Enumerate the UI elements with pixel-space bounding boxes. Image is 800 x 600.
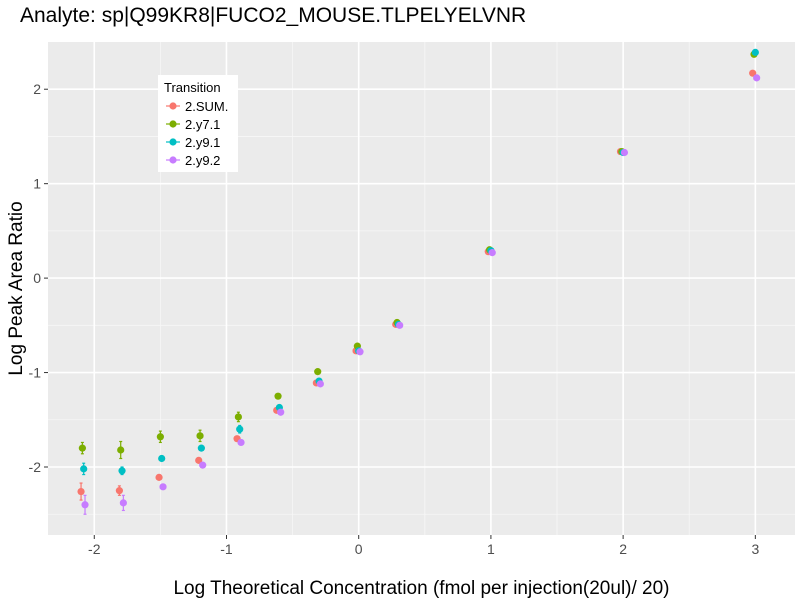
x-tick-label: -2 (88, 541, 101, 557)
data-point (234, 413, 242, 421)
y-tick-label: 0 (33, 270, 41, 286)
data-point (77, 487, 85, 496)
legend: Transition 2.SUM. 2.y7.1 2.y9.1 2.y9.2 (158, 75, 238, 172)
series-layer (77, 48, 761, 515)
data-point (156, 433, 164, 441)
data-point (195, 456, 203, 464)
data-point (356, 348, 364, 356)
data-point (119, 499, 127, 507)
data-point (274, 392, 282, 400)
data-point (115, 487, 123, 495)
chart-title: Analyte: sp|Q99KR8|FUCO2_MOUSE.TLPELYELV… (20, 4, 526, 27)
data-point (159, 483, 167, 491)
legend-key-point (169, 120, 177, 128)
x-tick-label: -1 (220, 541, 233, 557)
x-tick-label: 3 (751, 541, 759, 557)
data-point (396, 321, 404, 329)
legend-key-point (169, 138, 177, 146)
data-point (118, 467, 126, 475)
legend-entries: 2.SUM. 2.y7.1 2.y9.1 2.y9.2 (166, 99, 228, 168)
data-point (751, 48, 759, 56)
y-axis-title: Log Peak Area Ratio (6, 201, 27, 375)
data-point (81, 501, 89, 509)
legend-entry: 2.y9.2 (166, 153, 220, 168)
data-point (749, 69, 757, 77)
data-point (78, 444, 86, 452)
y-tick-label: 1 (33, 176, 41, 192)
legend-key-point (169, 102, 177, 110)
legend-label: 2.y9.2 (185, 153, 220, 168)
data-point (314, 368, 322, 376)
data-point (753, 74, 761, 82)
x-tick-label: 2 (619, 541, 627, 557)
y-tick-label: 2 (33, 81, 41, 97)
data-point (237, 438, 245, 447)
data-point (236, 425, 244, 433)
data-point (199, 461, 207, 469)
grid-minor (48, 42, 795, 535)
legend-label: 2.y9.1 (185, 135, 220, 150)
y-tick-label: -2 (29, 459, 42, 475)
legend-title: Transition (164, 80, 221, 95)
y-tick-label: -1 (29, 365, 42, 381)
data-point (620, 148, 629, 157)
x-axis-title: Log Theoretical Concentration (fmol per … (173, 578, 669, 599)
series-2.y9.2 (81, 74, 761, 515)
data-point (316, 380, 324, 388)
data-point (80, 465, 88, 473)
data-point (155, 473, 163, 481)
data-point (197, 444, 205, 452)
legend-label: 2.y7.1 (185, 117, 220, 132)
x-tick-label: 0 (355, 541, 363, 557)
x-tick-label: 1 (487, 541, 495, 557)
legend-entry: 2.SUM. (166, 99, 228, 114)
x-axis: -2 -1 0 1 2 3 (88, 535, 759, 557)
legend-entry: 2.y7.1 (166, 117, 220, 132)
data-point (196, 432, 204, 440)
legend-entry: 2.y9.1 (166, 135, 220, 150)
legend-label: 2.SUM. (185, 99, 228, 114)
y-axis: -2 -1 0 1 2 (29, 81, 48, 475)
data-point (158, 454, 166, 463)
data-point (117, 446, 125, 454)
data-point (277, 408, 285, 416)
legend-key-point (169, 156, 177, 164)
data-point (488, 249, 496, 257)
